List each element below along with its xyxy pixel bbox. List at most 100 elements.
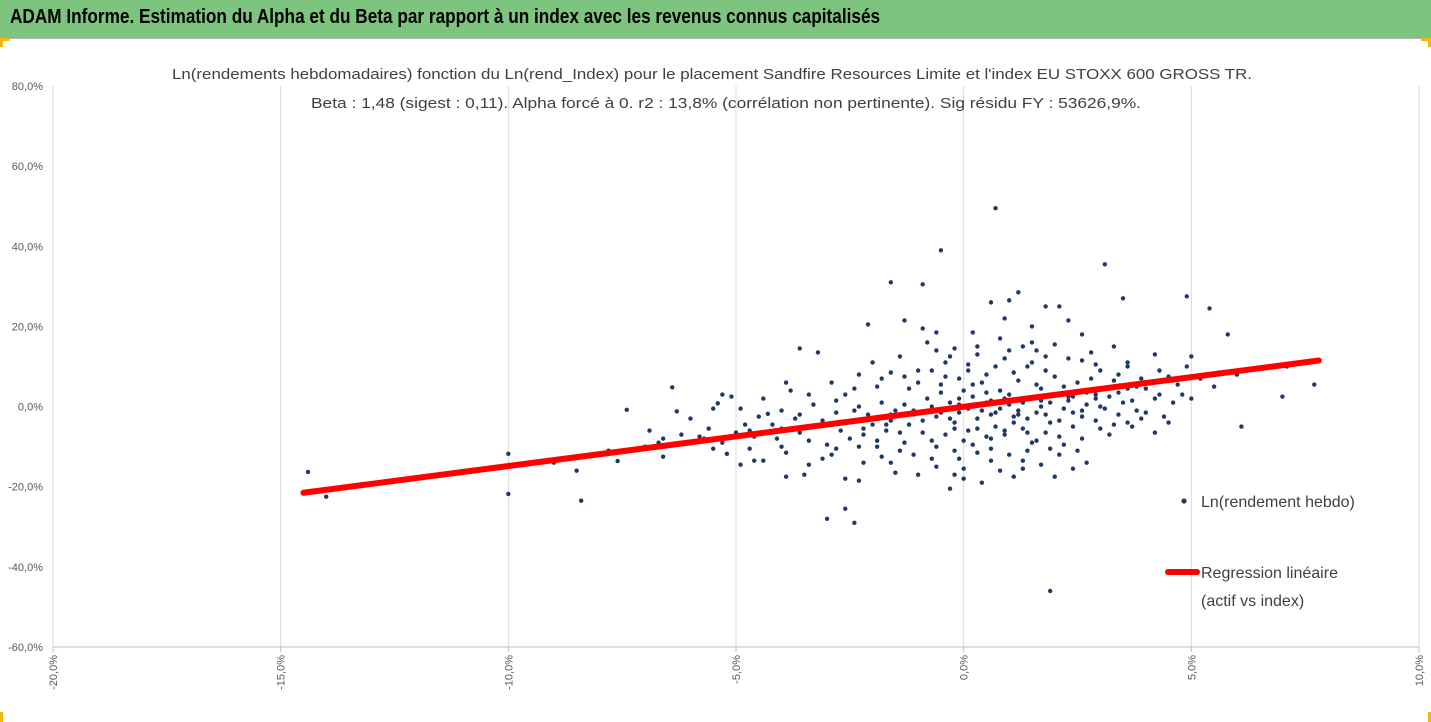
data-point (843, 506, 848, 511)
data-point (952, 448, 957, 453)
x-tick-label: 0,0% (959, 655, 971, 680)
data-point (952, 426, 957, 431)
data-point (660, 454, 666, 459)
data-point (865, 412, 871, 417)
data-point (1020, 426, 1026, 431)
data-point (1157, 368, 1162, 373)
data-point (847, 436, 853, 441)
data-point (1166, 420, 1171, 425)
data-point (1116, 372, 1121, 377)
data-point (893, 470, 898, 475)
data-point (1034, 438, 1039, 443)
data-point (797, 430, 802, 435)
data-point (979, 480, 985, 485)
chart-title: Ln(rendements hebdomadaires) fonction du… (172, 66, 1252, 83)
data-point (1047, 400, 1053, 405)
data-point (1025, 364, 1030, 369)
data-point (779, 408, 784, 413)
data-point (1111, 422, 1117, 427)
data-point (993, 410, 998, 415)
data-point (1038, 386, 1044, 391)
data-point (947, 486, 953, 491)
data-point (1152, 396, 1158, 401)
data-point (1239, 424, 1244, 429)
data-point (1066, 356, 1071, 361)
data-point (902, 374, 907, 379)
data-point (1084, 460, 1089, 465)
data-point (1129, 424, 1135, 429)
data-points (305, 206, 1317, 594)
data-point (920, 326, 925, 331)
data-point (574, 468, 579, 473)
data-point (934, 444, 939, 449)
data-point (970, 382, 975, 387)
regression-line-segment (300, 357, 1322, 496)
data-point (802, 472, 807, 477)
data-point (979, 408, 985, 413)
data-point (947, 354, 953, 359)
data-point (897, 430, 903, 435)
data-point (1007, 452, 1012, 457)
data-point (792, 416, 798, 421)
data-point (956, 410, 962, 415)
data-point (929, 456, 934, 461)
data-point (975, 352, 980, 357)
corner-accent-bottom-right (1428, 712, 1431, 722)
data-point (1312, 382, 1317, 387)
data-point (925, 340, 930, 345)
legend-label-scatter: Ln(rendement hebdo) (1201, 494, 1355, 511)
data-point (906, 422, 912, 427)
data-point (961, 466, 966, 471)
data-point (1002, 356, 1007, 361)
data-point (1034, 382, 1039, 387)
data-point (1038, 462, 1044, 467)
data-point (1093, 418, 1098, 423)
data-point (1161, 414, 1167, 419)
data-point (1157, 392, 1162, 397)
data-point (1011, 414, 1016, 419)
data-point (1120, 296, 1126, 301)
header-bar: ADAM Informe. Estimation du Alpha et du … (0, 0, 1431, 39)
data-point (961, 476, 966, 481)
data-point (843, 392, 848, 397)
data-point (993, 364, 998, 369)
legend-marker-scatter (1181, 498, 1187, 504)
data-point (956, 376, 962, 381)
data-point (1066, 398, 1071, 403)
data-point (724, 451, 730, 457)
corner-accent-bottom-left (0, 712, 3, 722)
data-point (1088, 350, 1094, 355)
data-point (870, 360, 875, 365)
data-point (1016, 408, 1021, 413)
data-point (997, 336, 1003, 341)
data-point (920, 282, 925, 287)
data-point (943, 374, 948, 379)
data-point (879, 454, 884, 459)
data-point (920, 430, 925, 435)
data-point (902, 402, 907, 407)
data-point (833, 410, 839, 415)
data-point (756, 414, 761, 419)
data-point (1066, 318, 1071, 323)
data-point (1079, 408, 1085, 413)
data-point (1029, 360, 1035, 365)
data-point (788, 388, 793, 393)
data-point (806, 438, 812, 443)
data-point (1143, 386, 1149, 391)
data-point (1011, 370, 1016, 375)
data-point (884, 422, 889, 427)
data-point (811, 402, 816, 407)
data-point (1025, 416, 1030, 421)
data-point (861, 460, 866, 465)
data-point (506, 451, 511, 457)
data-point (988, 436, 994, 441)
data-point (833, 398, 839, 403)
data-point (697, 434, 702, 439)
data-point (679, 432, 684, 437)
y-tick-label: -40,0% (8, 562, 43, 574)
data-point (1002, 428, 1007, 433)
data-point (1025, 448, 1030, 453)
data-point (1079, 414, 1085, 419)
data-point (1047, 420, 1053, 425)
data-point (934, 330, 939, 335)
